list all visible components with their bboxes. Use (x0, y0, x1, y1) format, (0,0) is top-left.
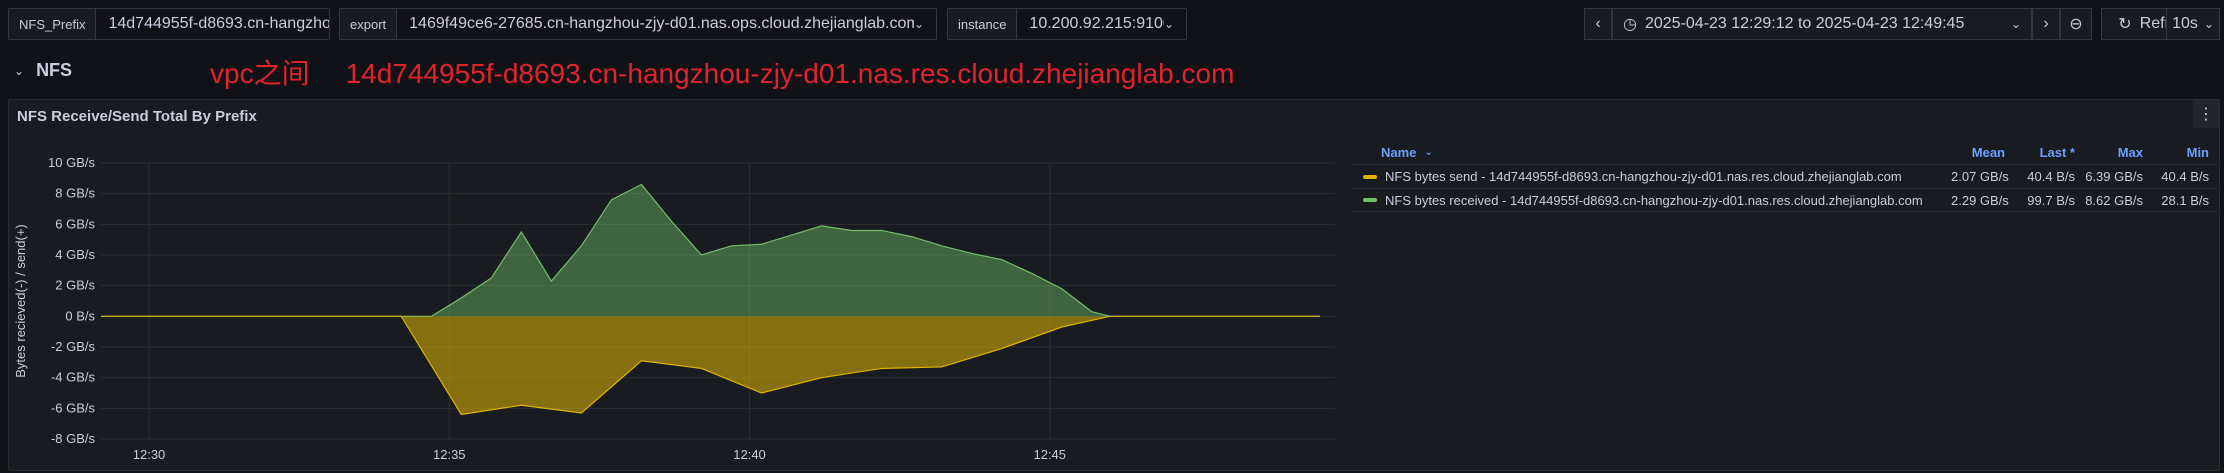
y-tick-label: 6 GB/s (55, 216, 95, 231)
clock-icon: ◷ (1623, 16, 1637, 33)
y-tick-label: 8 GB/s (55, 186, 95, 201)
variable-export[interactable]: export 1469f49ce6-27685.cn-hangzhou-zjy-… (339, 8, 937, 40)
variable-nfs-prefix[interactable]: NFS_Prefix 14d744955f-d8693.cn-hangzhou (8, 8, 330, 40)
x-tick-label: 12:30 (133, 447, 166, 462)
legend-header-min[interactable]: Min (2186, 144, 2209, 160)
refresh-interval-select[interactable]: 10s ⌄ (2166, 8, 2220, 40)
series-line (101, 183, 1320, 317)
y-tick-label: 0 B/s (65, 308, 95, 323)
chevron-down-icon: ⌄ (2010, 17, 2021, 31)
zoom-out-button[interactable]: ⊖ (2060, 8, 2092, 40)
legend-header-name: Name (1381, 144, 1417, 160)
variable-label: NFS_Prefix (9, 9, 97, 39)
chart-area[interactable]: 10 GB/s 8 GB/s 6 GB/s 4 GB/s 2 GB/s 0 B/s -2 G… (9, 100, 1349, 472)
legend-header-last[interactable]: Last * (2039, 144, 2075, 160)
x-tick-label: 12:40 (733, 447, 766, 462)
panel-menu-button[interactable]: ⋮ (2193, 100, 2219, 128)
refresh-icon: ↻ (2118, 16, 2132, 33)
variable-instance[interactable]: instance 10.200.92.215:9100 ⌄ (947, 8, 1187, 40)
legend-series-name: NFS bytes received - 14d744955f-d8693.cn… (1385, 192, 1923, 208)
nfs-prefix-input[interactable]: 14d744955f-d8693.cn-hangzhou (96, 9, 329, 39)
legend-header-max[interactable]: Max (2117, 144, 2143, 160)
chevron-down-icon: ⌄ (2203, 17, 2214, 31)
sort-down-icon: ⌄ (1424, 146, 1433, 158)
legend-header-mean[interactable]: Mean (1971, 144, 2005, 160)
legend-row[interactable]: NFS bytes received - 14d744955f-d8693.cn… (1351, 188, 2217, 212)
timeseries-panel: NFS Receive/Send Total By Prefix ⋮ 10 GB… (8, 99, 2220, 471)
row-title: NFS (36, 60, 73, 80)
instance-select[interactable]: 10.200.92.215:9100 (1017, 9, 1164, 39)
chevron-down-icon[interactable]: ⌄ (1163, 9, 1186, 39)
chevron-right-icon: › (2043, 15, 2049, 32)
x-tick-label: 12:35 (433, 447, 466, 462)
legend-table: Name ⌄ Mean Last * Max Min NFS bytes sen… (1351, 140, 2217, 212)
series-line (101, 315, 1320, 416)
panel-title: NFS Receive/Send Total By Prefix (17, 108, 257, 125)
time-shift-forward-button[interactable]: › (2032, 8, 2060, 40)
chevron-down-icon[interactable]: ⌄ (14, 63, 25, 78)
legend-row[interactable]: NFS bytes send - 14d744955f-d8693.cn-han… (1351, 164, 2217, 188)
legend-min: 40.4 B/s (2161, 169, 2209, 184)
x-tick-label: 12:45 (1033, 447, 1066, 462)
y-tick-label: 4 GB/s (55, 247, 95, 262)
annotation-part2: 14d744955f-d8693.cn-hangzhou-zjy-d01.nas… (345, 58, 1235, 89)
row-header-nfs[interactable]: ⌄ NFS (14, 60, 72, 81)
legend-sort-name[interactable]: Name ⌄ (1351, 145, 1951, 160)
annotation-part1: vpc之间 (210, 58, 310, 89)
time-shift-back-button[interactable]: ‹ (1584, 8, 1612, 40)
y-tick-label: 10 GB/s (48, 155, 95, 170)
chevron-left-icon: ‹ (1595, 15, 1601, 32)
legend-last: 40.4 B/s (2027, 169, 2075, 184)
zoom-out-icon: ⊖ (2069, 16, 2083, 33)
chevron-down-icon[interactable]: ⌄ (913, 9, 936, 39)
legend-series-name: NFS bytes send - 14d744955f-d8693.cn-han… (1385, 169, 1902, 184)
legend-max: 8.62 GB/s (2085, 192, 2143, 208)
legend-header: Name ⌄ Mean Last * Max Min (1351, 140, 2217, 164)
legend-mean: 2.07 GB/s (1951, 169, 2009, 184)
y-tick-label: -6 GB/s (51, 400, 96, 415)
variable-label: instance (948, 9, 1018, 39)
legend-max: 6.39 GB/s (2085, 169, 2143, 184)
series-area (101, 316, 1320, 415)
series-color-swatch (1363, 198, 1377, 202)
legend-min: 28.1 B/s (2161, 192, 2209, 208)
legend-mean: 2.29 GB/s (1951, 192, 2009, 208)
more-vertical-icon: ⋮ (2198, 106, 2214, 123)
y-tick-label: -8 GB/s (51, 431, 96, 446)
refresh-interval-value: 10s (2172, 15, 2198, 32)
dashboard-toolbar: NFS_Prefix 14d744955f-d8693.cn-hangzhou … (0, 0, 2224, 50)
time-range-label: 2025-04-23 12:29:12 to 2025-04-23 12:49:… (1644, 15, 1965, 32)
annotation-text: vpc之间 14d744955f-d8693.cn-hangzhou-zjy-d0… (210, 52, 1270, 92)
variable-label: export (340, 9, 398, 39)
y-tick-label: -4 GB/s (51, 370, 96, 385)
legend-last: 99.7 B/s (2027, 192, 2075, 208)
time-range-picker[interactable]: ◷ 2025-04-23 12:29:12 to 2025-04-23 12:4… (1612, 8, 2032, 40)
export-select[interactable]: 1469f49ce6-27685.cn-hangzhou-zjy-d01.nas… (397, 9, 914, 39)
y-tick-label: -2 GB/s (51, 339, 96, 354)
series-area (101, 184, 1320, 317)
series-color-swatch (1363, 174, 1377, 179)
y-tick-label: 2 GB/s (55, 278, 95, 293)
y-axis-label: Bytes recieved(-) / send(+) (13, 224, 28, 378)
